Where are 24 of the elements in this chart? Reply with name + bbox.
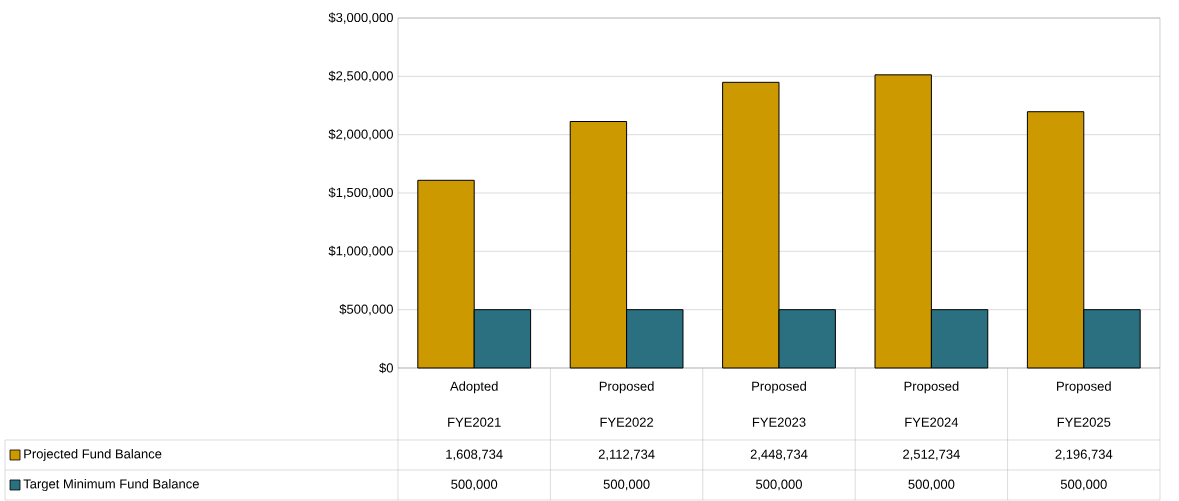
legend-label: Target Minimum Fund Balance bbox=[23, 478, 199, 492]
data-label: 1,608,734 bbox=[446, 449, 503, 461]
data-label: 500,000 bbox=[451, 479, 498, 491]
data-label: 2,112,734 bbox=[598, 449, 655, 461]
data-label: 2,512,734 bbox=[903, 449, 960, 461]
data-label: 500,000 bbox=[603, 479, 650, 491]
data-label: 2,448,734 bbox=[750, 449, 808, 461]
y-tick-label: $1,000,000 bbox=[328, 245, 393, 257]
category-label: Adopted FYE2021 bbox=[448, 381, 501, 427]
category-label: Proposed FYE2022 bbox=[599, 381, 654, 427]
data-label: 500,000 bbox=[908, 479, 955, 491]
category-label: Proposed FYE2025 bbox=[1057, 381, 1111, 427]
y-tick-label: $3,000,000 bbox=[328, 12, 393, 24]
y-tick-label: $500,000 bbox=[339, 304, 393, 316]
y-tick-label: $1,500,000 bbox=[328, 187, 393, 199]
y-tick-label: $2,000,000 bbox=[328, 129, 393, 141]
data-label: 2,196,734 bbox=[1055, 449, 1113, 461]
legend-label: Projected Fund Balance bbox=[24, 448, 162, 462]
data-label: 500,000 bbox=[1060, 479, 1107, 491]
y-tick-label: $0 bbox=[379, 362, 393, 374]
category-label: Proposed FYE2024 bbox=[904, 381, 959, 427]
y-tick-label: $2,500,000 bbox=[328, 70, 393, 82]
category-label: Proposed FYE2023 bbox=[752, 381, 806, 427]
data-label: 500,000 bbox=[756, 479, 802, 491]
